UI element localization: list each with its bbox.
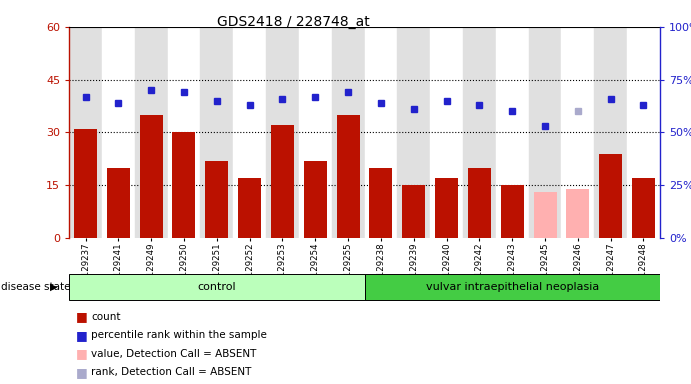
Bar	[501, 185, 524, 238]
Bar	[365, 274, 660, 300]
Bar	[140, 115, 162, 238]
Bar	[533, 192, 556, 238]
Text: control: control	[198, 282, 236, 292]
Text: GDS2418 / 228748_at: GDS2418 / 228748_at	[217, 15, 370, 29]
Bar	[468, 168, 491, 238]
Text: rank, Detection Call = ABSENT: rank, Detection Call = ABSENT	[91, 367, 252, 377]
Bar	[337, 115, 359, 238]
Bar	[567, 189, 589, 238]
Bar	[364, 27, 397, 238]
Text: ■: ■	[76, 310, 88, 323]
Bar	[173, 132, 196, 238]
Bar	[632, 178, 655, 238]
Bar	[370, 168, 392, 238]
Text: ■: ■	[76, 366, 88, 379]
Bar	[102, 27, 135, 238]
Bar	[271, 126, 294, 238]
Bar	[430, 27, 463, 238]
Text: ■: ■	[76, 347, 88, 360]
Text: percentile rank within the sample: percentile rank within the sample	[91, 330, 267, 340]
Text: ■: ■	[76, 329, 88, 342]
Bar	[107, 168, 130, 238]
Bar	[561, 27, 594, 238]
Bar	[233, 27, 266, 238]
Bar	[205, 161, 228, 238]
Bar	[238, 178, 261, 238]
Bar	[599, 154, 622, 238]
Bar	[167, 27, 200, 238]
Bar	[397, 27, 430, 238]
Bar	[304, 161, 327, 238]
Bar	[627, 27, 660, 238]
Text: value, Detection Call = ABSENT: value, Detection Call = ABSENT	[91, 349, 256, 359]
Text: vulvar intraepithelial neoplasia: vulvar intraepithelial neoplasia	[426, 282, 599, 292]
Bar	[135, 27, 167, 238]
Bar	[69, 27, 102, 238]
Bar	[266, 27, 299, 238]
Bar	[435, 178, 458, 238]
Bar	[594, 27, 627, 238]
Bar	[299, 27, 332, 238]
Bar	[463, 27, 495, 238]
Bar	[495, 27, 529, 238]
Bar	[74, 129, 97, 238]
Bar	[69, 274, 365, 300]
Text: count: count	[91, 312, 121, 322]
Bar	[200, 27, 233, 238]
Text: ▶: ▶	[50, 282, 57, 292]
Bar	[332, 27, 364, 238]
Bar	[402, 185, 425, 238]
Bar	[529, 27, 561, 238]
Text: disease state: disease state	[1, 282, 71, 292]
